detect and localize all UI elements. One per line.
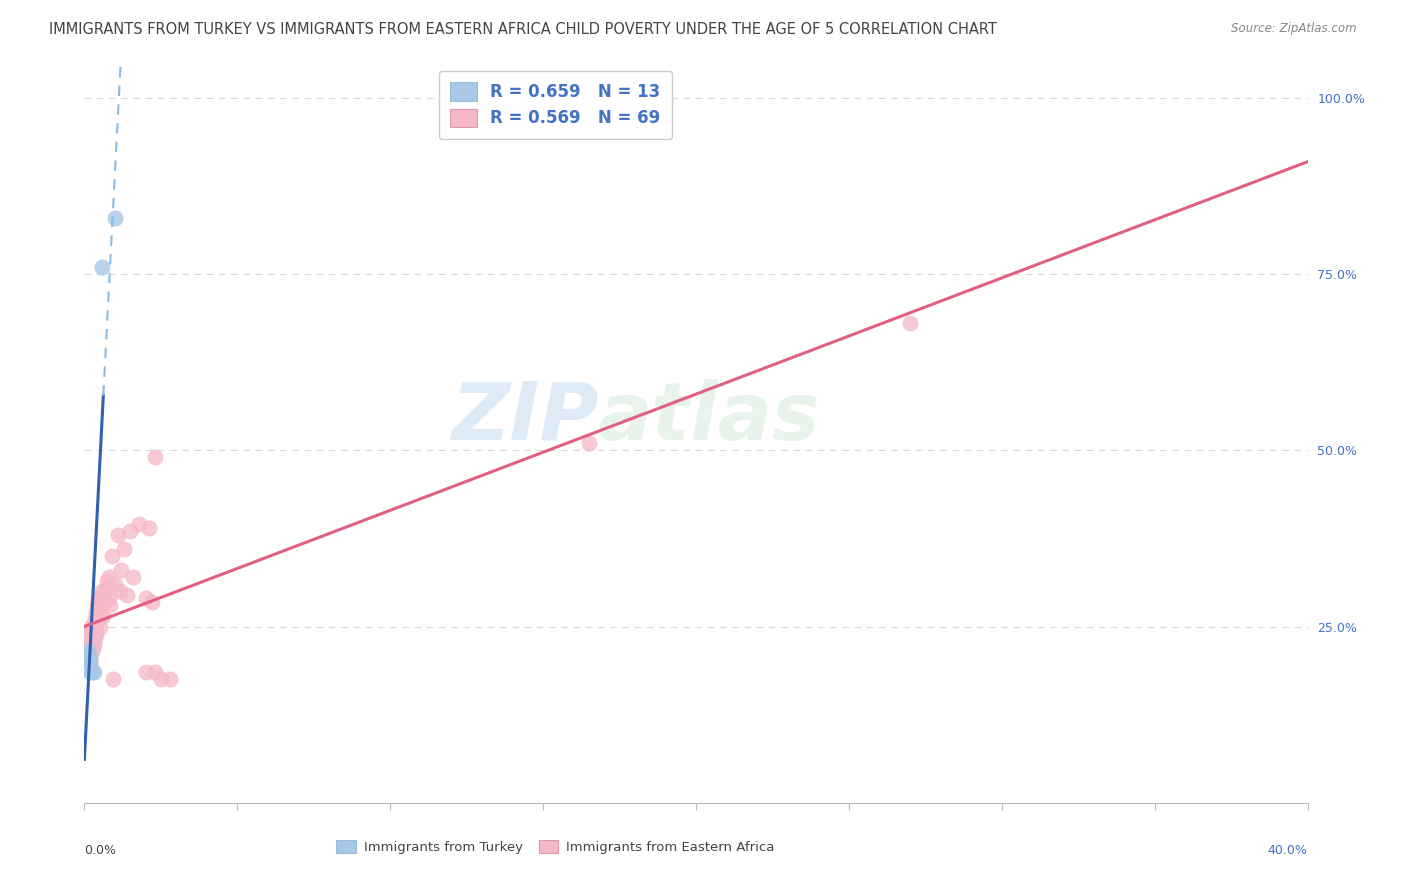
Point <box>138 521 160 535</box>
Point <box>91 609 114 624</box>
Point <box>77 644 100 658</box>
Point <box>89 591 111 606</box>
Point <box>94 595 117 609</box>
Point <box>91 584 114 599</box>
Point <box>86 599 108 613</box>
Point <box>77 658 100 673</box>
Point <box>77 651 100 665</box>
Point <box>128 517 150 532</box>
Point <box>104 211 127 225</box>
Point <box>83 633 105 648</box>
Text: atlas: atlas <box>598 379 821 457</box>
Point <box>84 612 107 626</box>
Point <box>107 528 129 542</box>
Point <box>77 637 100 651</box>
Point <box>94 581 117 595</box>
Point <box>77 651 100 665</box>
Point <box>79 644 101 658</box>
Point <box>84 626 107 640</box>
Point <box>108 584 131 599</box>
Point <box>90 602 112 616</box>
Point <box>82 626 104 640</box>
Point <box>84 630 107 644</box>
Point <box>143 665 166 680</box>
Point <box>80 619 103 633</box>
Point <box>80 644 103 658</box>
Point <box>77 648 100 662</box>
Point <box>79 640 101 655</box>
Point <box>578 436 600 450</box>
Point <box>87 612 110 626</box>
Point <box>149 673 172 687</box>
Text: Source: ZipAtlas.com: Source: ZipAtlas.com <box>1232 22 1357 36</box>
Point <box>89 619 111 633</box>
Point <box>80 662 103 676</box>
Point <box>76 648 98 662</box>
Point <box>76 655 98 669</box>
Point <box>104 577 127 591</box>
Point <box>120 524 142 539</box>
Point <box>93 588 115 602</box>
Point <box>101 549 124 563</box>
Point <box>87 591 110 606</box>
Point <box>122 570 145 584</box>
Point <box>77 644 100 658</box>
Point <box>79 655 101 669</box>
Point <box>80 633 103 648</box>
Point <box>79 658 101 673</box>
Point <box>97 591 120 606</box>
Point <box>76 644 98 658</box>
Point <box>898 316 921 330</box>
Point <box>79 651 101 665</box>
Point <box>79 655 101 669</box>
Point <box>135 591 157 606</box>
Point <box>80 630 103 644</box>
Point <box>83 615 105 630</box>
Point <box>80 665 103 680</box>
Point <box>76 637 98 651</box>
Point <box>79 665 101 680</box>
Point <box>79 637 101 651</box>
Point <box>80 640 103 655</box>
Point <box>83 623 105 637</box>
Point <box>83 665 105 680</box>
Point <box>83 637 105 651</box>
Text: ZIP: ZIP <box>451 379 598 457</box>
Point <box>77 648 100 662</box>
Point <box>75 655 97 669</box>
Point <box>159 673 181 687</box>
Legend: Immigrants from Turkey, Immigrants from Eastern Africa: Immigrants from Turkey, Immigrants from … <box>330 835 780 859</box>
Point <box>97 570 120 584</box>
Point <box>87 606 110 620</box>
Point <box>141 595 163 609</box>
Point <box>84 606 107 620</box>
Point <box>79 626 101 640</box>
Point <box>86 615 108 630</box>
Text: 0.0%: 0.0% <box>84 844 117 856</box>
Point <box>91 260 114 274</box>
Point <box>98 599 121 613</box>
Point <box>112 541 135 556</box>
Point <box>79 648 101 662</box>
Point <box>77 658 100 673</box>
Point <box>82 640 104 655</box>
Point <box>135 665 157 680</box>
Point <box>110 563 132 577</box>
Point <box>80 619 103 633</box>
Text: 40.0%: 40.0% <box>1268 844 1308 856</box>
Text: IMMIGRANTS FROM TURKEY VS IMMIGRANTS FROM EASTERN AFRICA CHILD POVERTY UNDER THE: IMMIGRANTS FROM TURKEY VS IMMIGRANTS FRO… <box>49 22 997 37</box>
Point <box>96 574 118 588</box>
Point <box>103 673 125 687</box>
Point <box>115 588 138 602</box>
Point <box>143 450 166 465</box>
